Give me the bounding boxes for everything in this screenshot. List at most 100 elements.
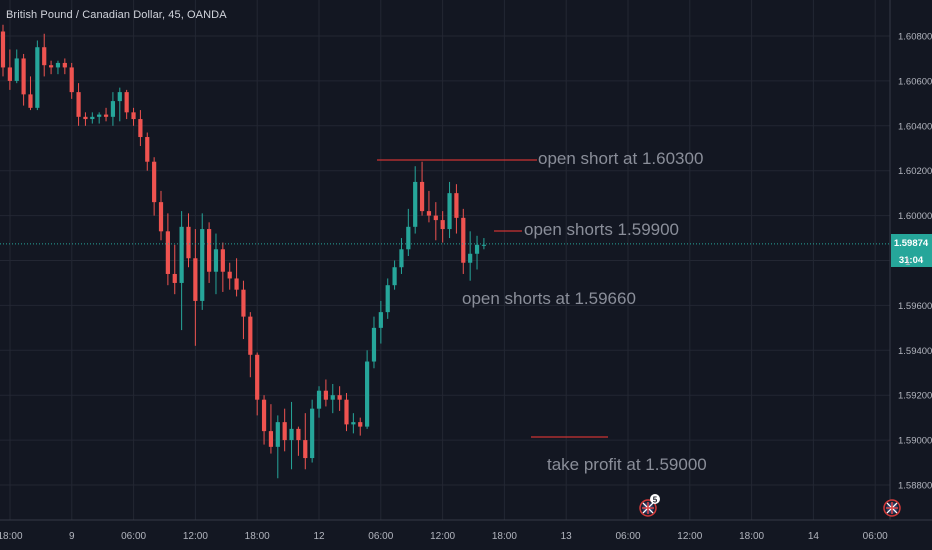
candle: [227, 262, 232, 290]
time-axis[interactable]: 18:00 9 06:00 12:00 18:00 12 06:00 12:00 18:00 13…: [0, 531, 888, 542]
candle: [330, 383, 335, 414]
candle: [152, 157, 157, 216]
candle: [83, 112, 88, 126]
candle: [323, 379, 328, 407]
candle: [406, 208, 411, 257]
candle: [14, 49, 19, 84]
candle: [413, 166, 418, 234]
candle: [0, 24, 6, 77]
partial-price-label: 1: [905, 257, 911, 268]
y-tick-label: 1.60000: [898, 211, 932, 222]
candle: [385, 278, 390, 319]
candle: [440, 211, 445, 243]
x-tick-label: 12: [313, 531, 325, 542]
x-tick-label: 18:00: [492, 531, 517, 542]
candle: [200, 213, 205, 310]
candle: [289, 401, 294, 470]
y-tick-label: 1.60800: [898, 32, 932, 43]
chart-title: British Pound / Canadian Dollar, 45, OAN…: [6, 9, 227, 21]
y-tick-label: 1.59400: [898, 346, 932, 357]
candle: [351, 413, 356, 434]
x-tick-label: 14: [808, 531, 820, 542]
candle: [48, 60, 54, 75]
candle: [172, 244, 177, 295]
candle: [103, 107, 109, 122]
candle: [358, 417, 363, 436]
candle: [454, 184, 459, 234]
x-tick-label: 13: [561, 531, 573, 542]
candle: [461, 208, 466, 274]
candle: [474, 235, 480, 270]
candle: [371, 316, 377, 369]
annotation-short2: open shorts 1.59900: [524, 220, 680, 239]
candle: [138, 110, 143, 147]
candle: [69, 62, 74, 99]
y-tick-label: 1.58800: [898, 481, 932, 492]
y-tick-label: 1.60400: [898, 121, 932, 132]
candle: [55, 60, 61, 75]
y-tick-label: 1.60200: [898, 166, 932, 177]
candle: [124, 89, 129, 120]
candle: [378, 300, 383, 344]
candle: [145, 132, 150, 171]
y-tick-label: 1.59600: [898, 301, 932, 312]
candle: [275, 415, 280, 479]
candle: [282, 408, 287, 452]
y-tick-label: 1.59000: [898, 436, 932, 447]
candle: [158, 190, 164, 241]
uk-flag-event-icon-right[interactable]: [883, 499, 901, 517]
candle: [468, 231, 473, 281]
candle: [62, 58, 67, 75]
candle: [337, 386, 342, 411]
x-tick-label: 06:00: [368, 531, 393, 542]
x-tick-label: 12:00: [677, 531, 702, 542]
candle: [21, 53, 26, 106]
candle: [296, 426, 301, 456]
x-tick-label: 12:00: [183, 531, 208, 542]
x-tick-label: 12:00: [430, 531, 455, 542]
candle: [220, 242, 225, 292]
candle: [392, 260, 397, 290]
candle: [186, 213, 191, 268]
candle: [399, 238, 404, 274]
candle: [35, 40, 40, 111]
candlestick-series: [0, 24, 486, 479]
candle: [234, 258, 239, 297]
candle: [42, 33, 47, 77]
candle: [261, 395, 267, 445]
candle: [241, 280, 246, 340]
x-tick-label: 06:00: [615, 531, 640, 542]
candle: [213, 233, 219, 295]
price-badge-value: 1.59874: [894, 238, 929, 249]
candle: [131, 107, 136, 126]
candle: [28, 76, 33, 111]
candle: [179, 211, 184, 331]
x-tick-label: 9: [69, 531, 75, 542]
annotation-short1: open short at 1.60300: [538, 149, 704, 168]
x-tick-label: 18:00: [739, 531, 764, 542]
candle: [419, 161, 425, 216]
candle: [310, 399, 315, 463]
candle: [426, 190, 432, 223]
candle: [268, 404, 274, 454]
annotation-take-profit: take profit at 1.59000: [547, 455, 707, 474]
candle: [207, 222, 212, 283]
candle: [110, 92, 116, 126]
y-tick-label: 1.60600: [898, 76, 932, 87]
x-tick-label: 18:00: [0, 531, 23, 542]
uk-flag-event-icon[interactable]: 5: [639, 494, 660, 517]
candle: [447, 181, 452, 239]
candle: [255, 352, 260, 416]
annotation-short3: open shorts at 1.59660: [462, 289, 636, 308]
price-badge-countdown: 31:04: [899, 255, 924, 266]
price-badge: 1.59874 31:04: [891, 234, 932, 267]
x-tick-label: 06:00: [863, 531, 888, 542]
candle: [76, 83, 81, 126]
candle: [117, 87, 122, 122]
annotation-lines: [377, 159, 608, 438]
candle: [303, 413, 308, 470]
candle: [165, 213, 170, 286]
x-tick-label: 18:00: [245, 531, 270, 542]
